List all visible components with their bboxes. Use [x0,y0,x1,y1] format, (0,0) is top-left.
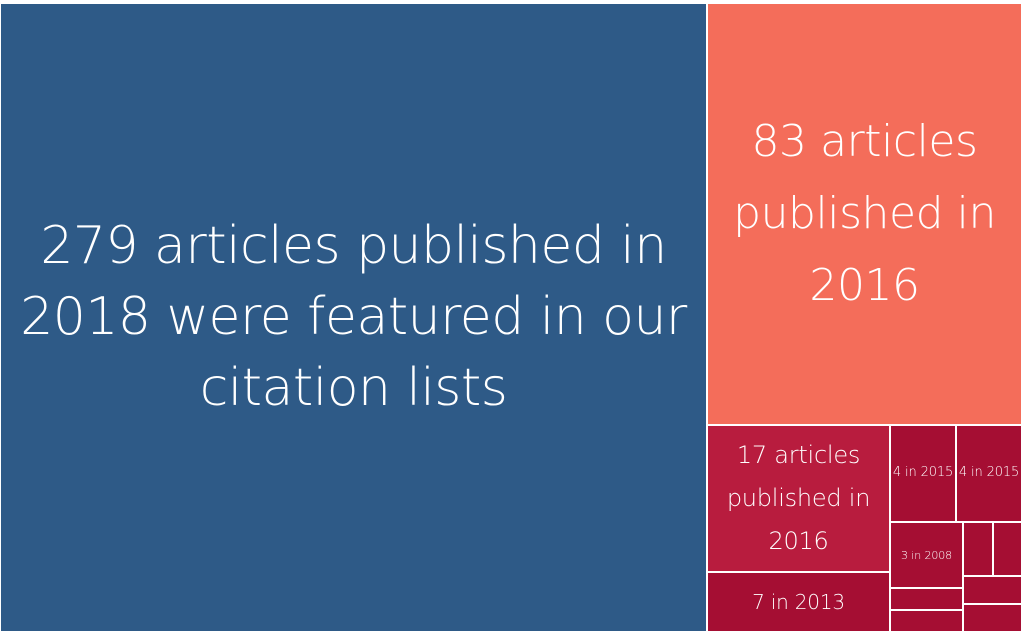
tile-unlabeled-3 [963,576,1022,604]
tile-2013-label: 7 in 2013 [752,590,845,614]
tile-unlabeled-1 [963,522,993,576]
tile-unlabeled-5 [890,588,963,610]
tile-unlabeled-6 [890,610,963,632]
tile-unlabeled-4 [963,604,1022,632]
tile-2015-b-label: 4 in 2015 [958,465,1020,481]
tile-2016-b: 17 articles published in 2016 [707,425,890,572]
tile-2018: 279 articles published in 2018 were feat… [0,3,707,632]
tile-2013: 7 in 2013 [707,572,890,632]
tile-unlabeled-2 [993,522,1022,576]
tile-2018-label: 279 articles published in 2018 were feat… [20,216,687,418]
tile-2016-b-label: 17 articles published in 2016 [726,441,871,555]
tile-2008: 3 in 2008 [890,522,963,588]
tile-2015-b: 4 in 2015 [956,425,1022,522]
tile-2008-label: 3 in 2008 [900,548,953,562]
tile-2015-a: 4 in 2015 [890,425,956,522]
tile-2016-a: 83 articles published in 2016 [707,3,1022,425]
tile-2016-a-label: 83 articles published in 2016 [733,116,996,311]
tile-2015-a-label: 4 in 2015 [892,465,954,481]
